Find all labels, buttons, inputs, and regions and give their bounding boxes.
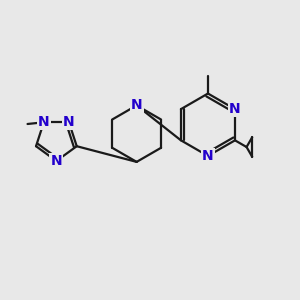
Text: N: N [38, 115, 50, 129]
Text: N: N [202, 149, 214, 163]
Text: N: N [131, 98, 142, 112]
Text: N: N [229, 102, 241, 116]
Text: N: N [51, 154, 62, 168]
Text: N: N [63, 115, 75, 129]
